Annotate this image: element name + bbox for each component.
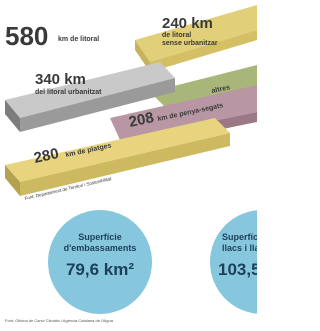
circle-title: d'embassaments xyxy=(64,243,137,253)
infographic: 580 km de litoral 240 km de litoral sens… xyxy=(0,0,257,326)
total-unit: km de litoral xyxy=(58,36,99,43)
circle-title: Superfície xyxy=(78,232,122,242)
segment-label: sense urbanitzar xyxy=(162,40,218,47)
total-value: 580 xyxy=(5,21,48,51)
segment-label: de litoral xyxy=(162,32,191,39)
circle-title: llacs i llacunes xyxy=(222,243,257,253)
segment-value: 340 km xyxy=(35,71,86,88)
footer: Font: Oficina de Canvi Climàtic i Agènci… xyxy=(5,318,114,323)
segment-value: 240 km xyxy=(162,15,213,32)
page: 580 km de litoral 240 km de litoral sens… xyxy=(0,0,257,326)
circle-title: Superfície de xyxy=(222,232,257,242)
circle-value: 103,5 km² xyxy=(218,260,257,279)
circle-value: 79,6 km² xyxy=(66,260,134,279)
segment-label: del litoral urbanitzat xyxy=(35,89,102,96)
